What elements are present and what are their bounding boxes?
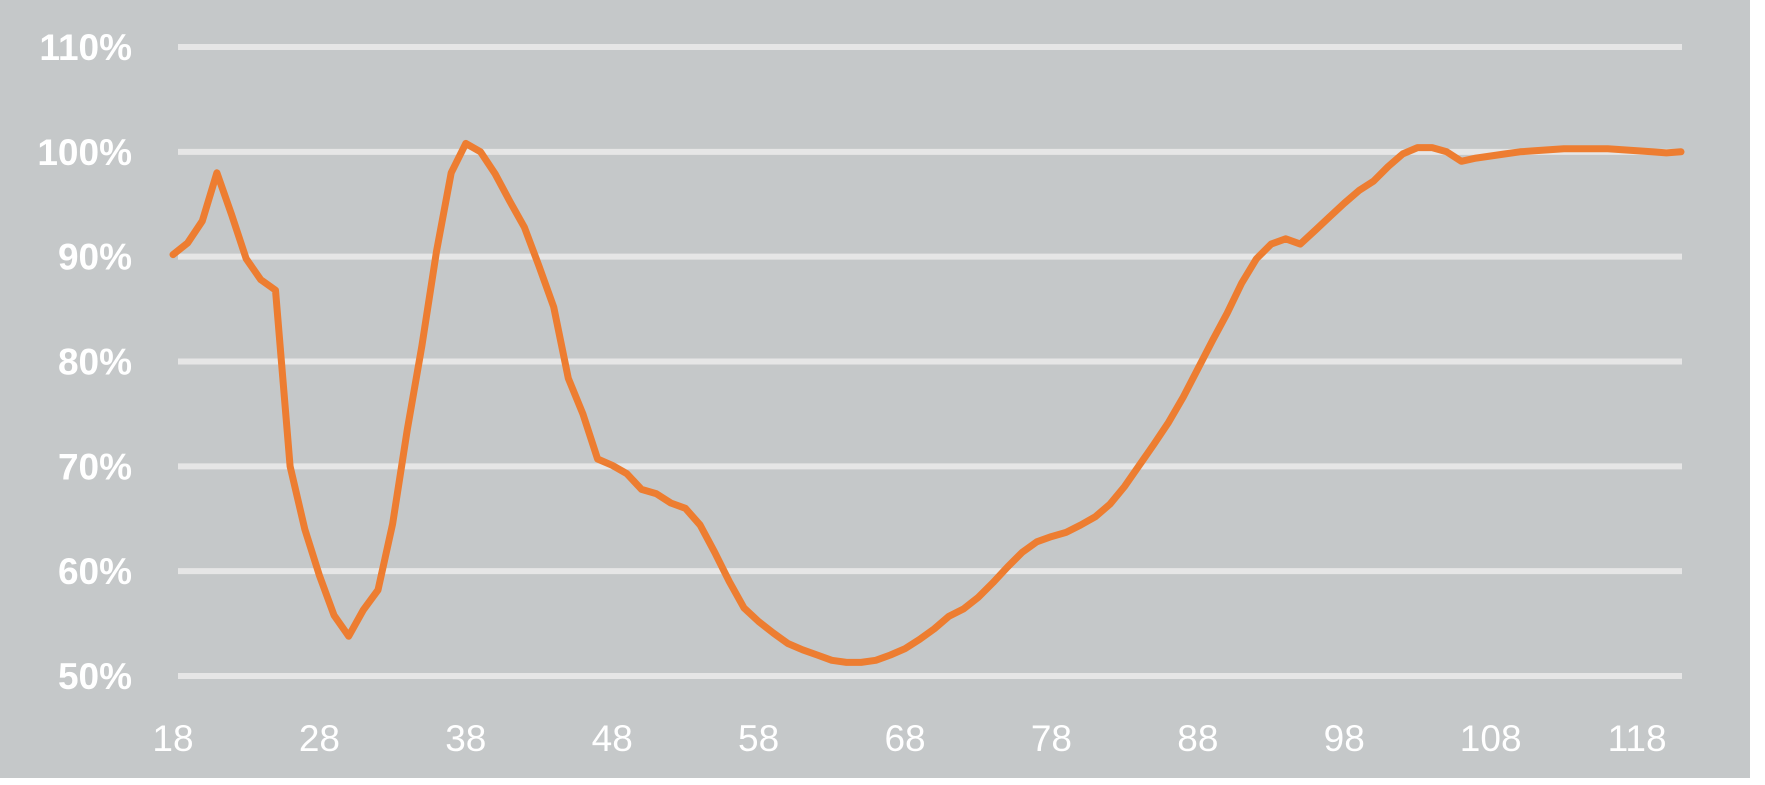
x-tick-label-58: 58: [738, 718, 779, 759]
y-tick-label-50: 50%: [58, 656, 132, 697]
x-tick-label-118: 118: [1608, 718, 1667, 759]
y-tick-label-80: 80%: [58, 342, 132, 383]
x-tick-label-88: 88: [1177, 718, 1218, 759]
x-tick-label-48: 48: [592, 718, 633, 759]
x-axis-ticks: 18 28 38 48 58 68 78 88 98 108 118: [152, 718, 1666, 759]
series-layer: [169, 139, 1685, 666]
gridlines: [178, 44, 1682, 679]
y-tick-label-70: 70%: [58, 446, 132, 487]
y-tick-label-60: 60%: [58, 551, 132, 592]
y-tick-label-90: 90%: [58, 237, 132, 278]
x-tick-label-108: 108: [1460, 718, 1522, 759]
y-tick-label-100: 100%: [37, 132, 132, 173]
x-tick-label-68: 68: [884, 718, 925, 759]
x-tick-label-38: 38: [445, 718, 486, 759]
y-tick-label-110: 110%: [39, 27, 132, 68]
x-tick-label-28: 28: [299, 718, 340, 759]
x-tick-label-98: 98: [1324, 718, 1365, 759]
series-line-1: [169, 139, 1685, 666]
y-axis-ticks: 50% 60% 70% 80% 90% 100% 110%: [37, 27, 132, 697]
x-tick-label-18: 18: [152, 718, 193, 759]
x-tick-label-78: 78: [1031, 718, 1072, 759]
